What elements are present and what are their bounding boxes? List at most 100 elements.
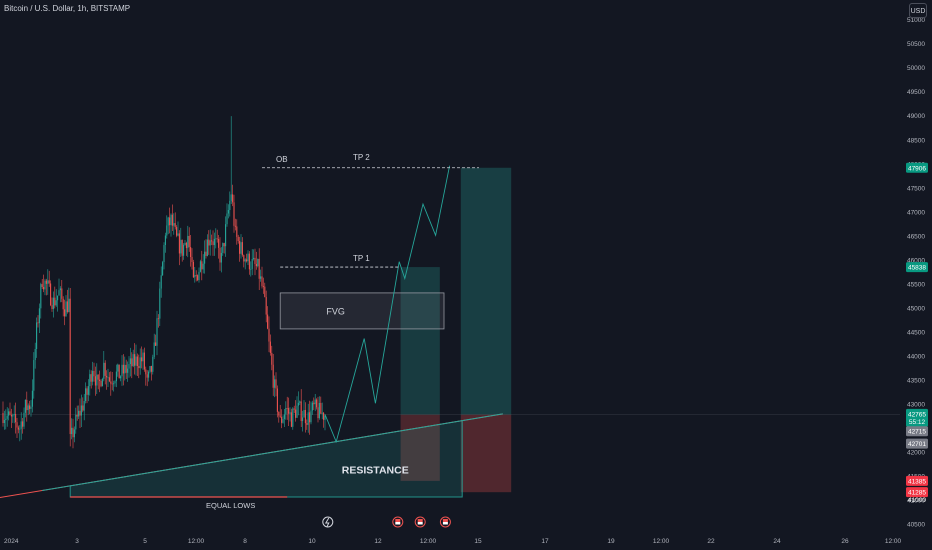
candle-body [274,379,276,388]
candle-body [251,258,253,269]
candle-body [261,276,263,287]
candle-body [58,290,60,296]
candle-body [51,305,53,309]
candle-body [65,301,67,317]
candle-body [12,415,14,417]
candle-body [43,287,45,290]
candle-body [155,342,157,346]
candle-body [132,354,134,367]
candle-body [248,253,250,270]
time-tick-label: 12:00 [885,538,902,545]
candle-body [17,427,19,430]
candle-body [162,262,164,276]
tp1-label: TP 1 [353,254,370,263]
price-axis[interactable]: 4050041000415004200042500430004350044000… [906,17,928,528]
candle-body [79,410,81,416]
candle-body [180,239,182,254]
price-tick-label: 43500 [907,377,925,384]
candle-body [188,235,190,248]
time-tick-label: 17 [541,538,549,545]
candle-body [157,318,159,320]
candle-body [110,381,112,384]
candle-body [260,276,262,279]
candle-body [211,240,213,242]
candle-body [187,235,189,249]
candle-body [226,213,228,225]
candle-body [241,242,243,256]
price-badge-label: 45838 [908,265,926,272]
candle-body [10,414,12,417]
candle-body [303,409,305,418]
candle-body [292,408,294,427]
candle-body [48,280,50,284]
candle-body [275,379,277,389]
candle-body [199,261,201,272]
price-badge-bg [906,438,928,449]
candle-body [31,390,33,407]
price-tick-label: 50000 [907,65,925,72]
candle-body [225,224,227,247]
flag-glyph-white [442,522,448,525]
candle-body [47,280,49,284]
price-tick-label: 46500 [907,233,925,240]
candle-body [230,194,232,201]
candle-body [75,414,77,430]
resistance-zone [69,420,463,498]
candle-body [92,370,94,382]
event-marker-ring [414,516,426,528]
price-tick-label: 51000 [907,17,925,24]
price-tick-label: 44500 [907,329,925,336]
candle-body [234,225,236,227]
candle-body [34,349,36,361]
lightning-icon [322,516,334,528]
candle-body [246,259,248,262]
candle-body [197,275,199,281]
candle-body [272,364,274,388]
candle-body [64,309,66,317]
candle-body [99,379,101,381]
candle-body [142,352,144,362]
candle-body [136,356,138,367]
price-badge-label: 42701 [908,441,926,448]
candle-body [236,226,238,237]
candle-body [185,242,187,249]
time-axis[interactable]: 2024 3 5 12:00 8 10 12 12:00 15 17 19 12:00 22 24 26 12… [4,538,902,545]
price-tick-label: 40500 [907,521,925,528]
flag-glyph-red [442,519,448,522]
candle-body [36,322,38,350]
candle-body [5,418,7,420]
candle-body [283,414,285,420]
candle-body [131,358,133,367]
price-badge: 41385 [906,475,928,486]
candle-body [237,236,239,242]
flag-glyph-red [395,519,401,522]
time-tick-label: 8 [243,538,247,545]
candle-body [104,362,106,376]
price-tick-label: 45500 [907,281,925,288]
candle-body [118,364,120,379]
price-tick-label: 44000 [907,353,925,360]
candle-body [72,427,74,438]
candle-body [307,412,309,425]
candle-body [82,405,84,411]
currency-button[interactable]: USD [909,3,927,18]
candle-body [96,374,98,386]
candle-body [6,415,8,419]
candle-body [69,298,71,435]
candle-body [310,410,312,423]
candle-body [254,257,256,265]
price-badge-bg [906,475,928,486]
price-badge: 42701 [906,438,928,449]
candle-body [66,301,68,312]
candle-body [212,241,214,246]
candle-body [61,288,63,299]
price-tick-label: 47000 [907,209,925,216]
candle-body [285,408,287,415]
tp2-profit-zone [460,167,512,415]
candle-body [215,238,217,240]
candle-body [125,364,127,373]
candle-body [208,239,210,246]
candle-body [141,357,143,362]
candle-body [257,258,259,267]
